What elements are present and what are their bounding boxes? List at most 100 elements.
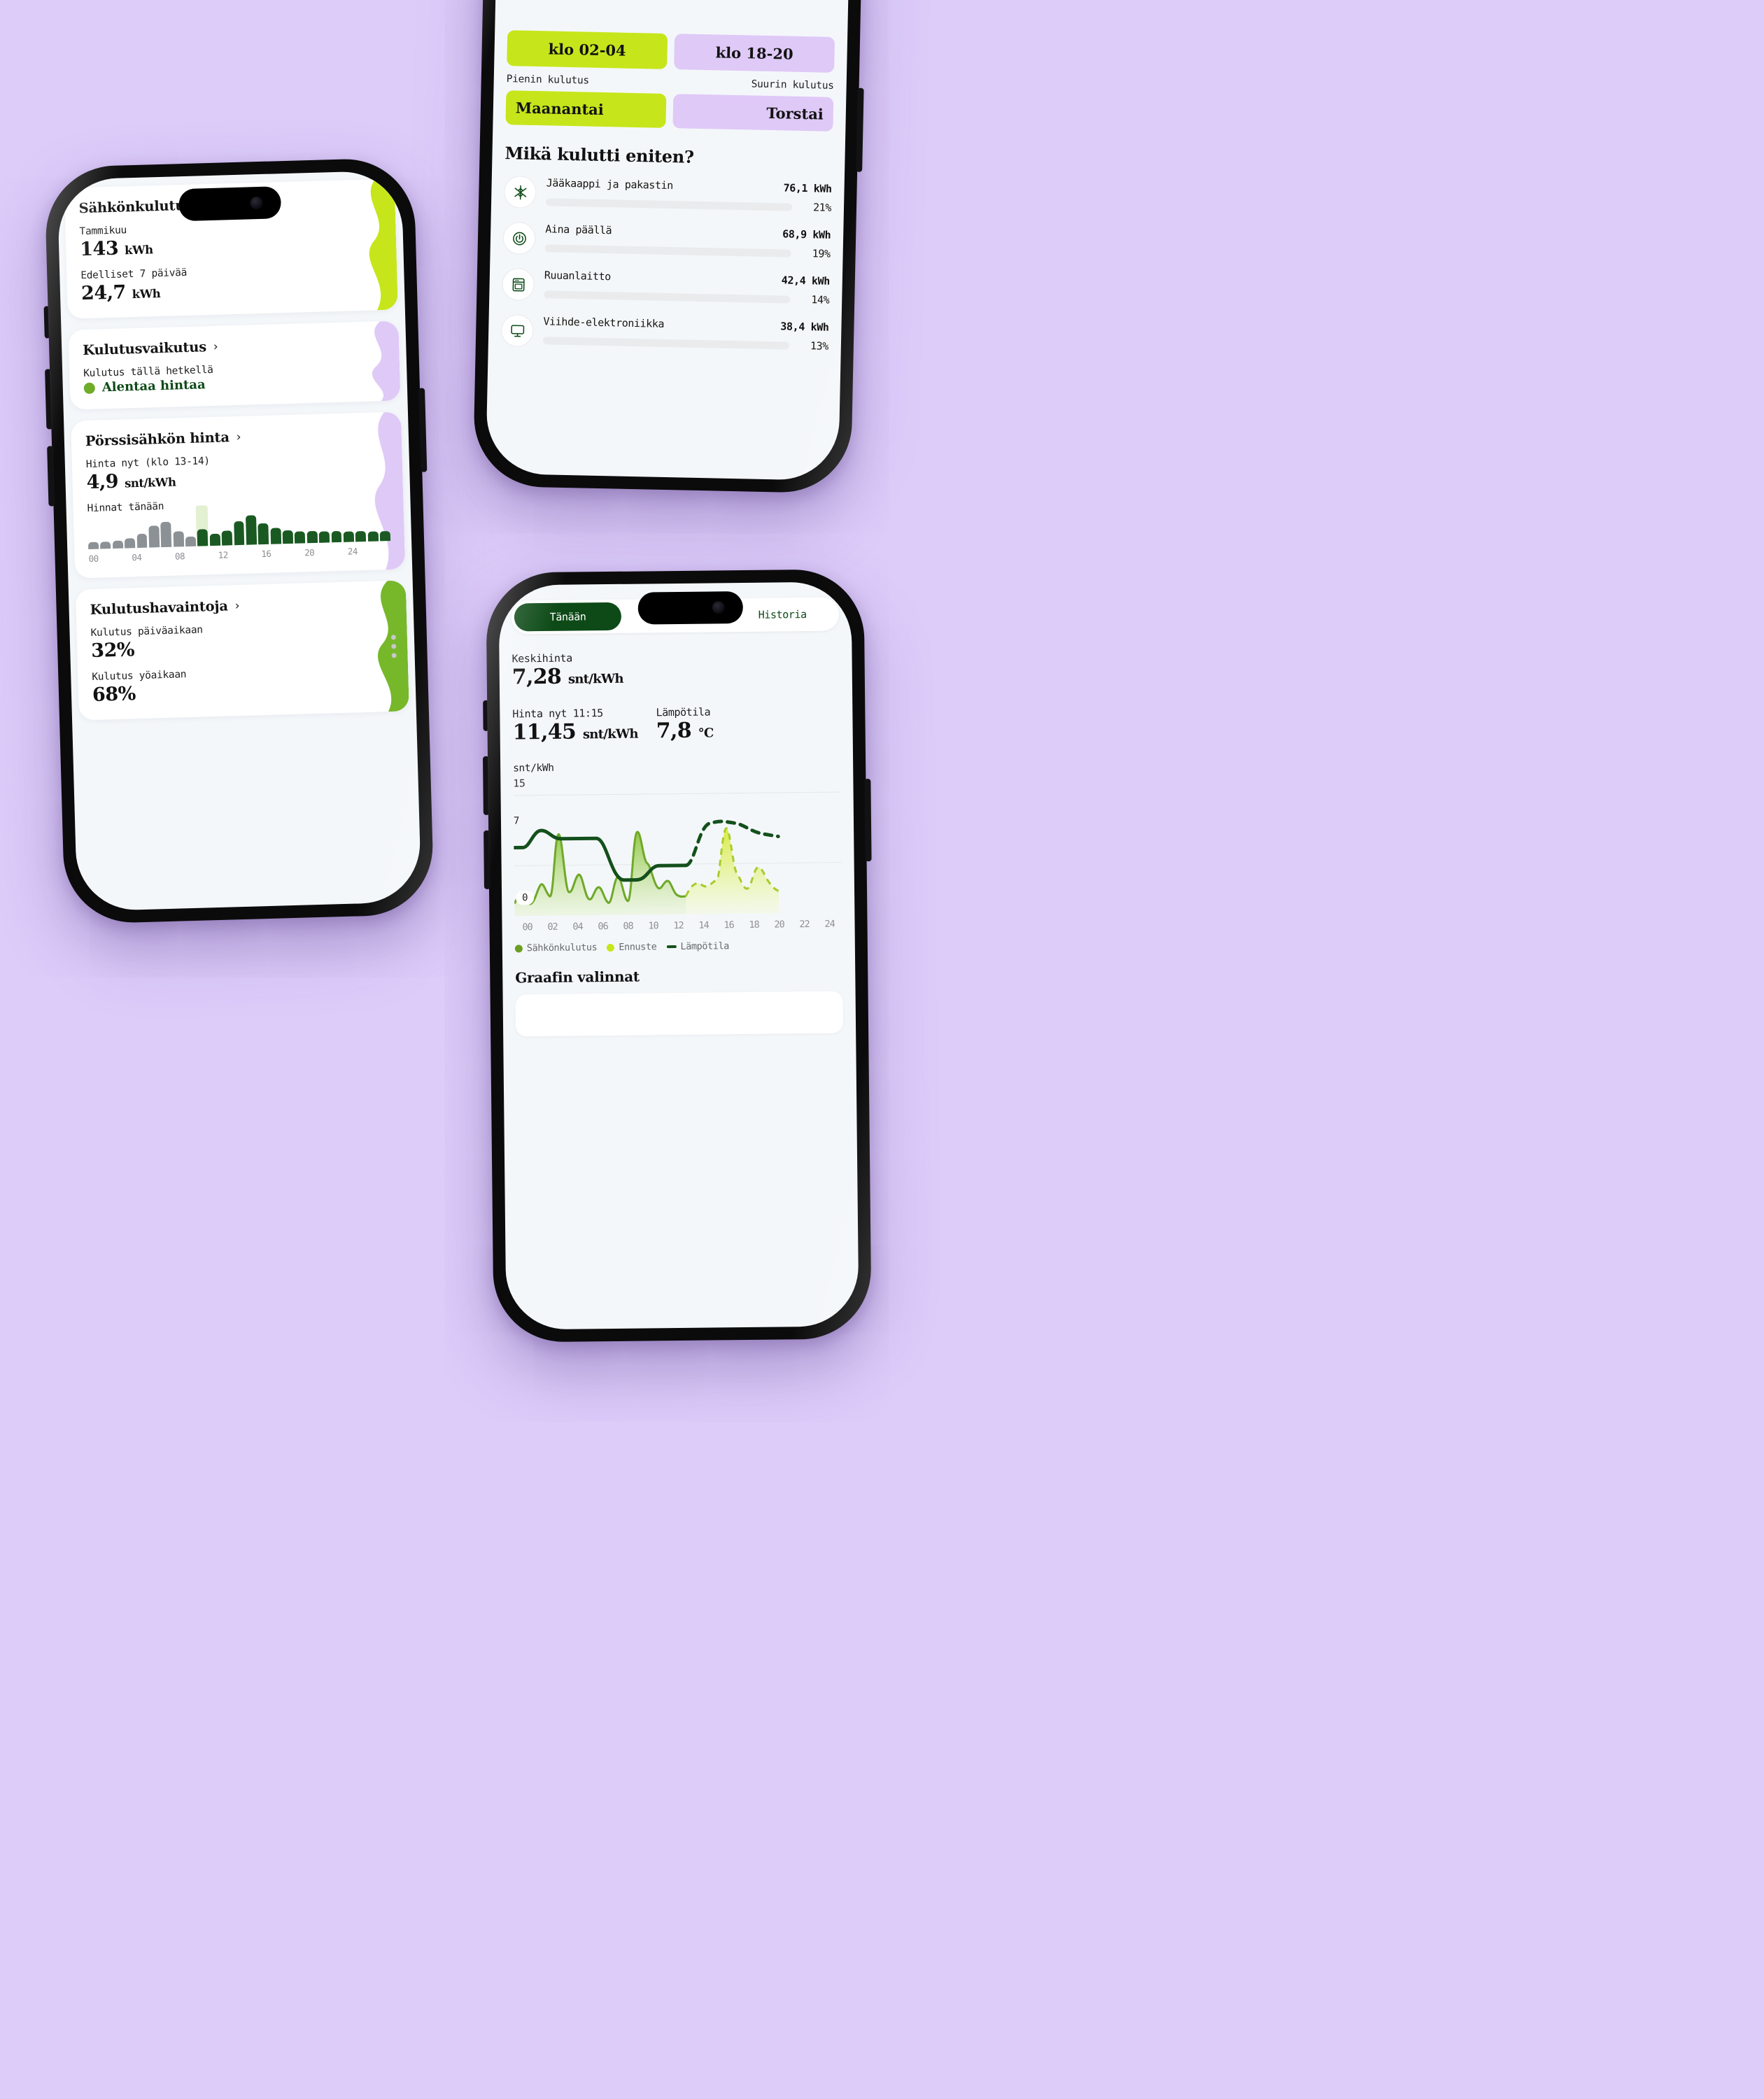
chart-tick: 04 bbox=[572, 921, 583, 933]
chart-yaxis-label: snt/kWh bbox=[513, 762, 554, 775]
device-kwh: 68,9 kWh bbox=[782, 227, 831, 241]
phone3-power-button[interactable] bbox=[864, 779, 872, 862]
barchart-bar[interactable] bbox=[136, 533, 148, 549]
barchart-bar[interactable] bbox=[270, 528, 281, 544]
chart-gridline bbox=[513, 791, 841, 796]
barchart-bar[interactable] bbox=[112, 541, 123, 549]
section-title-top-consumers: Mikä kulutti eniten? bbox=[504, 143, 695, 167]
device-progress-track bbox=[544, 290, 791, 304]
barchart-bar[interactable] bbox=[233, 521, 245, 546]
barchart-bar[interactable] bbox=[148, 525, 160, 548]
hour-range-pills: klo 02-04 klo 18-20 bbox=[507, 30, 835, 73]
tab-tanaan[interactable]: Tänään bbox=[514, 602, 622, 632]
legend-item-temperature[interactable]: Lämpötila bbox=[666, 940, 729, 952]
device-name: Viihde-elektroniikka bbox=[543, 315, 665, 330]
phone3-volume-down-button[interactable] bbox=[484, 830, 491, 889]
hourly-price-barchart[interactable]: 00 04 08 12 16 20 24 bbox=[87, 511, 391, 564]
chart-tick: 12 bbox=[673, 919, 684, 932]
chart-tick: 20 bbox=[774, 919, 784, 931]
device-name: Ruuanlaitto bbox=[544, 269, 612, 283]
phone1-volume-down-button[interactable] bbox=[47, 446, 55, 507]
phone1-power-button[interactable] bbox=[418, 388, 428, 472]
barchart-bar[interactable] bbox=[100, 542, 111, 549]
graph-options-card[interactable] bbox=[515, 991, 844, 1037]
card-porssisahkon-hinta[interactable]: Pörssisähkön hinta › Hinta nyt (klo 13-1… bbox=[71, 411, 406, 579]
barchart-bar[interactable] bbox=[282, 530, 294, 544]
chart-tick: 24 bbox=[824, 918, 835, 930]
pill-lowest-day[interactable]: Maanantai bbox=[505, 90, 667, 128]
power-icon bbox=[502, 222, 536, 255]
legend-item-consumption[interactable]: Sähkönkulutus bbox=[514, 942, 597, 954]
pill-lowest-hours[interactable]: klo 02-04 bbox=[507, 30, 668, 69]
barchart-bar[interactable] bbox=[379, 530, 390, 542]
pill-highest-day[interactable]: Torstai bbox=[672, 94, 834, 132]
barchart-bar[interactable] bbox=[331, 530, 342, 543]
front-camera-icon bbox=[712, 601, 725, 614]
barchart-bar[interactable] bbox=[257, 523, 269, 545]
average-price-unit: snt/kWh bbox=[567, 671, 623, 687]
metric-unit: snt/kWh bbox=[124, 475, 176, 490]
barchart-bar[interactable] bbox=[209, 533, 220, 546]
card-title: Pörssisähkön hinta bbox=[85, 429, 230, 450]
barchart-bar[interactable] bbox=[343, 530, 354, 542]
card-sahkonkulutus[interactable]: Sähkönkulutus › Tammikuu 143 kWh Edellis… bbox=[64, 178, 398, 319]
legend-item-forecast[interactable]: Ennuste bbox=[607, 941, 657, 953]
chevron-right-icon[interactable]: › bbox=[213, 339, 218, 354]
barchart-bar[interactable] bbox=[160, 521, 172, 548]
weekday-pills: Maanantai Torstai bbox=[505, 90, 834, 132]
device-progress-track bbox=[542, 336, 790, 350]
barchart-bar[interactable] bbox=[173, 530, 184, 547]
chart-tick: 08 bbox=[623, 920, 633, 932]
barchart-bar[interactable] bbox=[367, 530, 379, 542]
card-header[interactable]: Pörssisähkön hinta › bbox=[85, 425, 388, 449]
chevron-right-icon[interactable]: › bbox=[234, 598, 240, 613]
caption-lowest: Pienin kulutus bbox=[506, 73, 589, 87]
current-price-label: Hinta nyt 11:15 bbox=[512, 707, 603, 721]
phone3-volume-up-button[interactable] bbox=[482, 756, 490, 815]
pill-highest-hours[interactable]: klo 18-20 bbox=[674, 34, 835, 73]
barchart-bar[interactable] bbox=[185, 537, 197, 547]
barchart-bar[interactable] bbox=[355, 530, 367, 542]
barchart-bar[interactable] bbox=[87, 542, 99, 550]
barchart-bar[interactable] bbox=[197, 529, 209, 546]
barchart-bar[interactable] bbox=[306, 530, 318, 544]
tab-historia[interactable]: Historia bbox=[758, 608, 807, 621]
card-header[interactable]: Kulutusvaikutus › bbox=[83, 334, 385, 358]
device-row[interactable]: Ruuanlaitto 42,4 kWh 14% bbox=[502, 268, 830, 307]
barchart-bar[interactable] bbox=[295, 530, 306, 544]
device-row[interactable]: Jääkaappi ja pakastin 76,1 kWh 21% bbox=[503, 176, 832, 215]
card-header[interactable]: Kulutushavaintoja › bbox=[90, 593, 392, 618]
barchart-tick: 00 bbox=[88, 553, 99, 565]
phone-price-graph: Tänään Huomenna Historia Keskihinta 7,28… bbox=[482, 569, 872, 1343]
legend-dot-icon bbox=[514, 944, 523, 952]
card-kulutushavaintoja[interactable]: Kulutushavaintoja › Kulutus päiväaikaan … bbox=[75, 580, 409, 721]
device-progress-track bbox=[544, 243, 791, 257]
legend-dot-icon bbox=[607, 943, 615, 952]
barchart-bar[interactable] bbox=[245, 515, 257, 545]
current-price-value: 11,45 snt/kWh bbox=[512, 719, 638, 745]
chart-tick: 22 bbox=[799, 919, 810, 931]
barchart-bar[interactable] bbox=[221, 530, 233, 546]
barchart-bar[interactable] bbox=[124, 538, 136, 549]
chevron-right-icon[interactable]: › bbox=[236, 430, 241, 444]
device-list: Jääkaappi ja pakastin 76,1 kWh 21% Aina pää… bbox=[500, 176, 832, 353]
chart-legend: Sähkönkulutus Ennuste Lämpötila bbox=[514, 940, 842, 954]
phone1-volume-up-button[interactable] bbox=[45, 369, 53, 430]
carousel-indicator[interactable] bbox=[390, 634, 397, 658]
phone2-screen: klo 02-04 klo 18-20 Pienin kulutus Suuri… bbox=[485, 0, 853, 481]
phone3-mute-switch[interactable] bbox=[483, 700, 489, 731]
barchart-bar[interactable] bbox=[318, 530, 330, 543]
phone1-mute-switch[interactable] bbox=[43, 306, 50, 339]
card-kulutusvaikutus[interactable]: Kulutusvaikutus › Kulutus tällä hetkellä… bbox=[68, 320, 401, 410]
device-row[interactable]: Aina päällä 68,9 kWh 19% bbox=[502, 222, 831, 261]
phone2-power-button[interactable] bbox=[856, 87, 864, 172]
chart-xaxis: 00 02 04 06 08 10 12 14 16 18 20 22 24 bbox=[514, 919, 842, 933]
chart-tick: 14 bbox=[698, 919, 709, 931]
temperature-unit: °C bbox=[698, 726, 714, 741]
device-row[interactable]: Viihde-elektroniikka 38,4 kWh 13% bbox=[500, 314, 829, 353]
card-blob-decoration bbox=[360, 411, 406, 571]
price-consumption-area-chart[interactable]: 7 0 bbox=[513, 808, 842, 917]
phone-device-breakdown: klo 02-04 klo 18-20 Pienin kulutus Suuri… bbox=[472, 0, 866, 494]
temperature-label: Lämpötila bbox=[656, 705, 711, 719]
device-percent: 14% bbox=[811, 293, 830, 306]
